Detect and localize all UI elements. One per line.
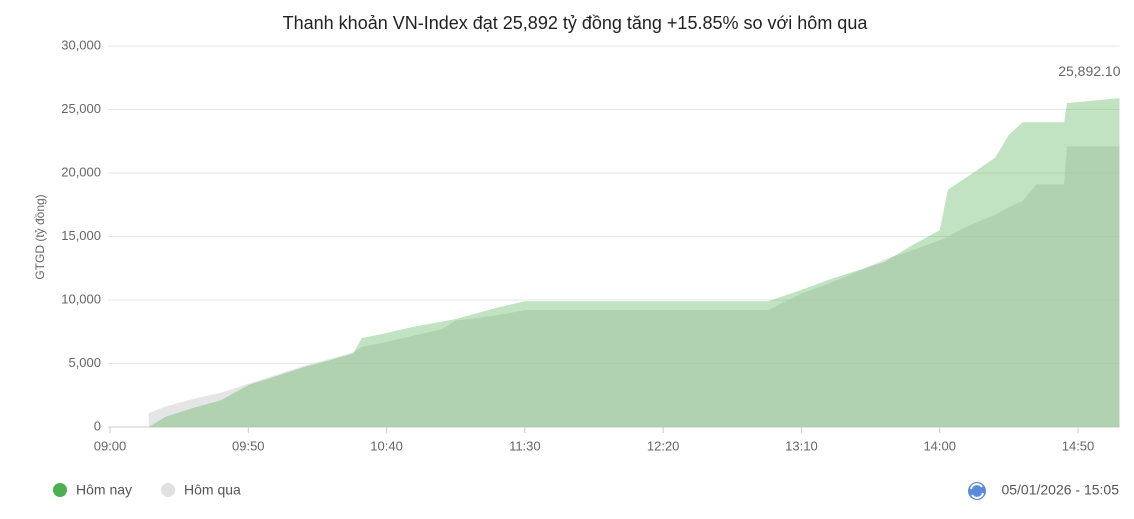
x-tick-label: 14:50 xyxy=(1062,438,1095,453)
x-tick-label: 14:00 xyxy=(923,438,956,453)
legend-marker xyxy=(53,483,67,497)
x-tick-label: 09:00 xyxy=(94,438,127,453)
legend-label: Hôm qua xyxy=(184,482,241,498)
legend-marker xyxy=(161,483,176,497)
area xyxy=(148,98,1120,428)
y-tick-label: 5,000 xyxy=(68,355,101,370)
data-label: 25,892.10 xyxy=(1058,63,1120,79)
y-tick-label: 15,000 xyxy=(61,228,101,243)
y-tick-label: 20,000 xyxy=(61,164,101,179)
y-tick-label: 25,000 xyxy=(61,101,101,116)
chart-title: Thanh khoản VN-Index đạt 25,892 tỷ đồng … xyxy=(283,13,869,33)
legend-label: Hôm nay xyxy=(76,482,132,498)
y-tick-label: 0 xyxy=(94,418,101,433)
date-icon xyxy=(968,482,986,500)
x-tick-label: 13:10 xyxy=(785,438,818,453)
area xyxy=(148,146,1120,427)
x-tick-label: 09:50 xyxy=(232,438,265,453)
x-tick-label: 10:40 xyxy=(370,438,403,453)
timestamp: 05/01/2026 - 15:05 xyxy=(1001,482,1119,498)
x-tick-label: 12:20 xyxy=(647,438,680,453)
y-tick-label: 10,000 xyxy=(61,291,101,306)
y-tick-label: 30,000 xyxy=(61,37,101,52)
y-axis-label: GTGD (tỷ đồng) xyxy=(33,194,47,279)
x-tick-label: 11:30 xyxy=(509,438,541,453)
